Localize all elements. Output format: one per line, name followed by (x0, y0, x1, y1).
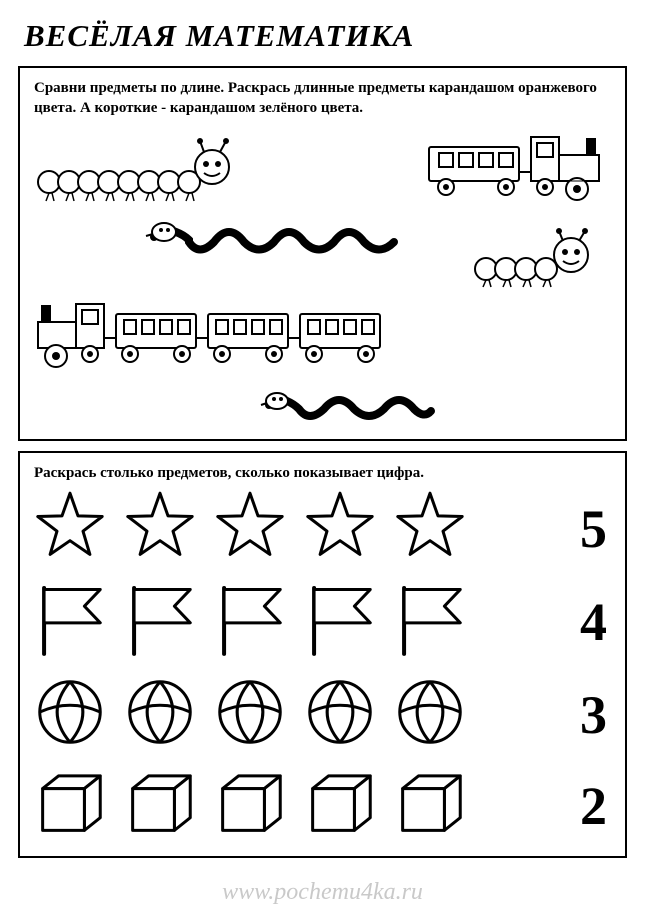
cube-icon (124, 767, 196, 844)
flag-icon (214, 582, 286, 663)
panel-compare-length: Сравни предметы по длине. Раскрась длинн… (18, 66, 627, 441)
star-icon (34, 491, 106, 568)
cube-icon (34, 767, 106, 844)
cube-icon (304, 767, 376, 844)
train-long-icon (34, 292, 394, 372)
count-number: 5 (563, 498, 611, 560)
star-icon (214, 491, 286, 568)
shapes-flag (34, 582, 466, 663)
cube-icon (394, 767, 466, 844)
panel-count-color: Раскрась столько предметов, сколько пока… (18, 451, 627, 859)
count-number: 3 (563, 684, 611, 746)
instruction-2: Раскрась столько предметов, сколько пока… (34, 463, 611, 483)
count-number: 4 (563, 591, 611, 653)
caterpillar-long-icon (34, 137, 234, 207)
ball-icon (394, 676, 466, 753)
ball-icon (304, 676, 376, 753)
snake-long-icon (144, 202, 404, 262)
shapes-cube (34, 767, 466, 844)
count-row-flag: 4 (34, 582, 611, 663)
scene-objects (34, 127, 611, 427)
ball-icon (34, 676, 106, 753)
page-title: ВЕСЁЛАЯ МАТЕМАТИКА (24, 18, 627, 54)
flag-icon (34, 582, 106, 663)
shapes-star (34, 491, 466, 568)
caterpillar-short-icon (471, 227, 601, 292)
ball-icon (124, 676, 196, 753)
count-row-cube: 2 (34, 767, 611, 844)
snake-short-icon (259, 375, 439, 430)
count-row-star: 5 (34, 491, 611, 568)
flag-icon (304, 582, 376, 663)
shapes-ball (34, 676, 466, 753)
count-row-ball: 3 (34, 676, 611, 753)
instruction-1: Сравни предметы по длине. Раскрась длинн… (34, 78, 611, 119)
train-short-icon (421, 127, 611, 202)
counting-rows: 5 4 (34, 491, 611, 845)
count-number: 2 (563, 775, 611, 837)
star-icon (394, 491, 466, 568)
star-icon (304, 491, 376, 568)
watermark: www.pochemu4ka.ru (0, 879, 645, 906)
flag-icon (394, 582, 466, 663)
flag-icon (124, 582, 196, 663)
star-icon (124, 491, 196, 568)
cube-icon (214, 767, 286, 844)
ball-icon (214, 676, 286, 753)
